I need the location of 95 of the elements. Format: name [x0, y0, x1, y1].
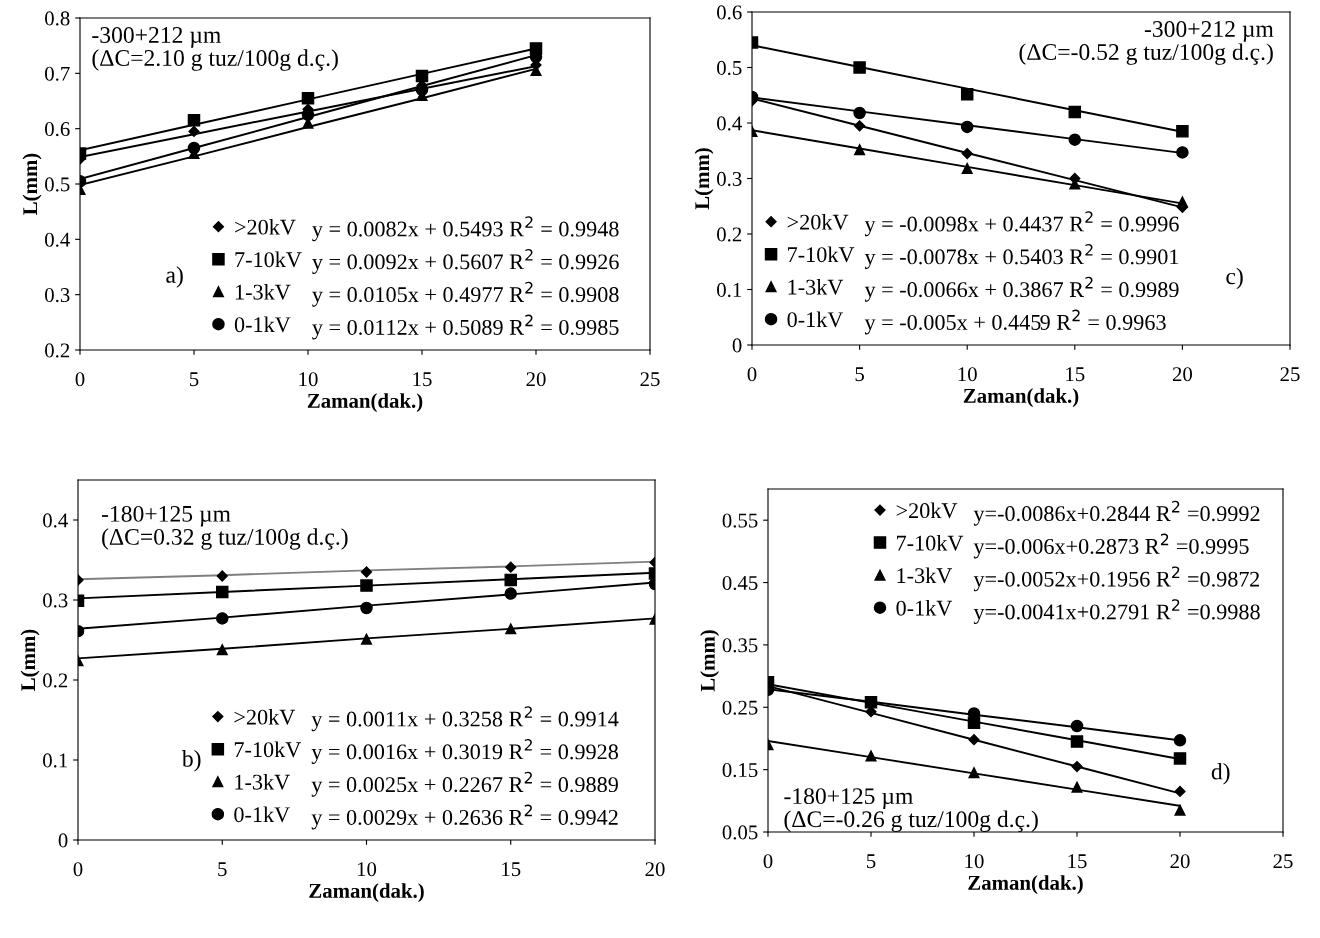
y-tick-label: 0.2 — [43, 673, 68, 688]
y-tick-label: 0.1 — [717, 282, 742, 298]
annotation: y=-0.006x+0.2873 R$^{2}$ =0.9995 — [973, 533, 1249, 559]
legend-label: 1-3kV — [897, 567, 953, 584]
annotation: y=-0.0052x+0.1956 R$^{2}$ =0.9872 — [973, 566, 1260, 592]
x-axis-title: Zaman(dak.) — [309, 883, 424, 903]
annotation: y=-0.0041x+0.2791 R$^{2}$ =0.9988 — [973, 599, 1260, 625]
y-tick-label: 0.05 — [722, 825, 758, 840]
x-tick-label: 15 — [1066, 367, 1085, 382]
x-tick-label: 20 — [526, 372, 546, 387]
annotation: y = -0.0066x + 0.3867 R$^{2}$ = 0.9989 — [864, 276, 1179, 302]
x-tick-label: 15 — [502, 862, 521, 877]
annotation: y=-0.0086x+0.2844 R$^{2}$ =0.9992 — [973, 500, 1260, 526]
annotation: d) — [1211, 762, 1230, 785]
y-tick-label: 0.15 — [722, 763, 758, 778]
annotation: c) — [1226, 267, 1243, 290]
legend-label: 0-1kV — [234, 316, 291, 333]
x-axis-title: Zaman(dak.) — [963, 388, 1079, 408]
y-tick-label: 0.7 — [45, 66, 70, 81]
x-tick-label: 0 — [763, 854, 773, 869]
y-tick-label: 0.55 — [722, 513, 758, 528]
x-tick-label: 15 — [413, 372, 432, 387]
y-tick-label: 0.4 — [717, 116, 742, 131]
annotation: b) — [181, 750, 201, 772]
x-tick-label: 20 — [1170, 854, 1190, 869]
x-tick-label: 5 — [190, 372, 199, 387]
annotation: y = 0.0082x + 0.5493 R$^{2}$ = 0.9948 — [312, 216, 619, 242]
annotation: y = -0.0098x + 0.4437 R$^{2}$ = 0.9996 — [864, 211, 1179, 237]
y-tick-label: 0.1 — [43, 753, 68, 768]
annotation: y = -0.0078x + 0.5403 R$^{2}$ = 0.9901 — [864, 244, 1179, 269]
annotation: y = 0.0092x + 0.5607 R$^{2}$ = 0.9926 — [312, 249, 619, 274]
x-tick-label: 20 — [645, 862, 665, 877]
y-tick-label: 0 — [732, 338, 742, 353]
y-axis-title: L(mm) — [22, 153, 42, 215]
legend-label: >20kV — [235, 218, 296, 235]
x-tick-label: 10 — [958, 367, 977, 382]
legend-label: 7-10kV — [788, 246, 855, 263]
x-tick-label: 5 — [867, 854, 876, 869]
y-tick-label: 0.2 — [45, 343, 70, 358]
y-tick-label: 0.45 — [722, 575, 758, 591]
y-tick-label: 0.3 — [43, 593, 68, 608]
y-tick-label: 0.4 — [43, 513, 68, 528]
x-axis-title: Zaman(dak.) — [968, 875, 1083, 895]
x-axis-title: Zaman(dak.) — [307, 393, 423, 413]
x-tick-label: 0 — [75, 372, 85, 387]
annotation: y = 0.0011x + 0.3258 R$^{2}$ = 0.9914 — [311, 706, 619, 732]
legend-label: 7-10kV — [897, 534, 964, 551]
y-tick-label: 0.25 — [722, 700, 758, 715]
x-tick-label: 10 — [357, 862, 377, 877]
legend-label: >20kV — [234, 708, 296, 725]
legend-label: 0-1kV — [234, 806, 290, 823]
legend-label: 7-10kV — [234, 741, 302, 758]
y-tick-label: 0 — [58, 833, 68, 848]
x-tick-label: 25 — [1273, 854, 1293, 869]
y-tick-label: 0.3 — [717, 171, 742, 187]
y-tick-label: 0.5 — [717, 60, 742, 76]
x-tick-label: 5 — [855, 367, 864, 382]
y-tick-label: 0.2 — [717, 227, 742, 242]
x-tick-label: 5 — [218, 862, 227, 877]
x-tick-label: 20 — [1172, 367, 1193, 382]
x-tick-label: 10 — [299, 372, 318, 387]
annotation: -300+212 µm (ΔC=-0.52 g tuz/100g d.ç.) — [1019, 21, 1274, 65]
x-tick-label: 10 — [965, 854, 984, 869]
annotation: y = 0.0029x + 0.2636 R$^{2}$ = 0.9942 — [311, 804, 618, 830]
y-tick-label: 0.6 — [717, 5, 742, 20]
y-tick-label: 0.6 — [45, 122, 70, 137]
annotation: y = -0.005x + 0.4459 R$^{2}$ = 0.9963 — [864, 309, 1166, 335]
annotation: y = 0.0112x + 0.5089 R$^{2}$ = 0.9985 — [312, 314, 619, 340]
legend-label: >20kV — [896, 502, 958, 519]
y-tick-label: 0.8 — [45, 11, 70, 26]
annotation: y = 0.0016x + 0.3019 R$^{2}$ = 0.9928 — [311, 739, 619, 764]
x-tick-label: 0 — [73, 862, 83, 877]
x-tick-label: 25 — [640, 372, 660, 387]
y-tick-label: 0.35 — [722, 638, 758, 653]
x-tick-label: 25 — [1280, 367, 1300, 382]
annotation: y = 0.0025x + 0.2267 R$^{2}$ = 0.9889 — [311, 771, 618, 797]
legend-label: 1-3kV — [235, 284, 291, 300]
x-tick-label: 15 — [1068, 854, 1087, 869]
y-tick-label: 0.5 — [45, 177, 70, 192]
y-tick-label: 0.4 — [45, 232, 70, 247]
legend-label: 1-3kV — [235, 774, 290, 790]
legend-label: 1-3kV — [788, 279, 844, 295]
legend-label: 7-10kV — [235, 251, 302, 268]
annotation: -180+125 µm (ΔC=-0.26 g tuz/100g d.ç.) — [784, 788, 1038, 832]
annotation: -180+125 µm (ΔC=0.32 g tuz/100g d.ç.) — [101, 505, 348, 550]
y-axis-title: L(mm) — [700, 630, 720, 692]
y-tick-label: 0.3 — [45, 288, 70, 303]
legend-label: 0-1kV — [787, 311, 844, 328]
annotation: -300+212 µm (ΔC=2.10 g tuz/100g d.ç.) — [92, 26, 338, 71]
legend-label: 0-1kV — [896, 600, 953, 616]
annotation: a) — [166, 266, 183, 288]
y-axis-title: L(mm) — [694, 148, 714, 210]
annotation: y = 0.0105x + 0.4977 R$^{2}$ = 0.9908 — [312, 281, 619, 307]
legend-label: >20kV — [787, 213, 849, 230]
y-axis-title: L(mm) — [20, 629, 40, 691]
